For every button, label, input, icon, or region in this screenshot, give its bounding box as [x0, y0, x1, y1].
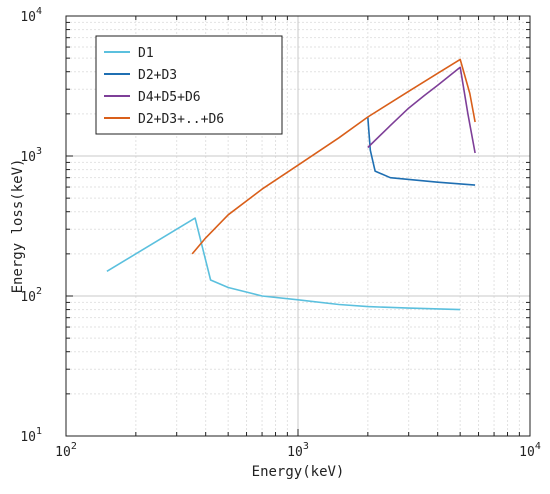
y-tick-base: 10	[20, 430, 36, 445]
y-tick-exponent: 4	[36, 6, 42, 17]
x-tick-base: 10	[519, 445, 535, 460]
y-tick-label: 102	[20, 286, 42, 305]
y-tick-label: 104	[20, 6, 42, 25]
legend-label: D4+D5+D6	[138, 90, 201, 105]
x-tick-label: 103	[287, 441, 309, 460]
y-axis-title: Energy loss(keV)	[10, 159, 26, 294]
y-tick-exponent: 3	[36, 146, 42, 157]
x-tick-exponent: 2	[71, 441, 77, 452]
series-line-1	[106, 217, 461, 311]
legend-label: D2+D3	[138, 68, 177, 83]
x-tick-labels: 102 103 104	[55, 441, 541, 460]
x-tick-label: 104	[519, 441, 541, 460]
series-line-2	[367, 116, 476, 186]
x-axis-title: Energy(keV)	[252, 464, 345, 480]
x-tick-label: 102	[55, 441, 77, 460]
y-tick-base: 10	[20, 150, 36, 165]
y-tick-base: 10	[20, 10, 36, 25]
x-tick-base: 10	[55, 445, 71, 460]
series-lines	[106, 58, 476, 311]
legend: D1 D2+D3 D4+D5+D6 D2+D3+..+D6	[95, 35, 283, 135]
series-line-3	[367, 66, 476, 154]
x-tick-base: 10	[287, 445, 303, 460]
series-line-4	[191, 58, 476, 255]
legend-label: D2+D3+..+D6	[138, 112, 224, 127]
axis-ticks	[65, 15, 531, 437]
x-tick-exponent: 3	[303, 441, 309, 452]
x-tick-exponent: 4	[535, 441, 541, 452]
legend-label: D1	[138, 46, 154, 61]
y-tick-label: 103	[20, 146, 42, 165]
y-tick-base: 10	[20, 290, 36, 305]
y-tick-exponent: 1	[36, 426, 42, 437]
y-tick-label: 101	[20, 426, 42, 445]
y-tick-exponent: 2	[36, 286, 42, 297]
